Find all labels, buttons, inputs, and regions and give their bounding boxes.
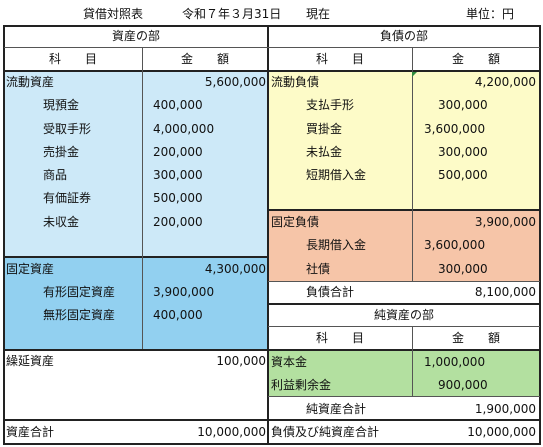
liability-item-name: 買掛金	[306, 122, 343, 136]
liability-item-amount: 300,000	[438, 262, 488, 276]
assets-section-title: 資産の部	[111, 29, 160, 43]
liabilities-section-title: 負債の部	[379, 29, 428, 43]
deferred-assets-label: 繰延資産	[6, 354, 55, 368]
assets-col-amount: 金 額	[180, 52, 229, 66]
current-liabilities-label: 流動負債	[271, 75, 320, 89]
asset-item-amount: 400,000	[153, 308, 203, 322]
assets-col-item: 科 目	[48, 52, 97, 66]
cell-marker-icon	[412, 72, 417, 77]
total-net-assets-label: 純資産合計	[306, 402, 367, 416]
total-liabilities-label: 負債合計	[306, 285, 355, 299]
sheet-date: 令和７年３月31日	[182, 7, 282, 21]
liability-item-name: 短期借入金	[306, 168, 367, 182]
liability-item-name: 社債	[306, 262, 331, 276]
net-assets-col-amount: 金 額	[451, 331, 500, 345]
asset-item-name: 有価証券	[43, 191, 92, 205]
fixed-assets-total: 4,300,000	[204, 262, 266, 276]
current-assets-block	[4, 72, 268, 257]
deferred-assets-total: 100,000	[216, 354, 266, 368]
sheet-as-of: 現在	[306, 7, 331, 21]
fixed-assets-block	[4, 257, 268, 349]
current-liabilities-total: 4,200,000	[474, 75, 536, 89]
asset-item-name: 無形固定資産	[43, 308, 116, 322]
liability-item-name: 長期借入金	[306, 238, 367, 252]
asset-item-amount: 400,000	[153, 98, 203, 112]
net-assets-col-item: 科 目	[315, 331, 364, 345]
unit-label: 単位：円	[466, 7, 515, 21]
fixed-assets-label: 固定資産	[6, 262, 55, 276]
equity-items-block	[268, 350, 540, 396]
liability-item-amount: 500,000	[438, 168, 488, 182]
liability-item-name: 支払手形	[306, 98, 355, 112]
current-assets-label: 流動資産	[6, 75, 55, 89]
current-liabilities-block	[268, 72, 540, 210]
asset-item-name: 商品	[43, 168, 68, 182]
liability-item-amount: 300,000	[438, 145, 488, 159]
asset-item-amount: 4,000,000	[153, 122, 215, 136]
total-liabilities-value: 8,100,000	[474, 285, 536, 299]
asset-item-name: 有形固定資産	[43, 285, 116, 299]
total-assets-label: 資産合計	[6, 425, 55, 439]
fixed-liabilities-block	[268, 210, 540, 281]
liabilities-col-item: 科 目	[315, 52, 364, 66]
liability-item-name: 未払金	[306, 145, 343, 159]
liability-item-amount: 3,600,000	[424, 238, 486, 252]
net-assets-section-title: 純資産の部	[373, 308, 434, 322]
asset-item-amount: 200,000	[153, 215, 203, 229]
equity-item-amount: 1,000,000	[424, 355, 486, 369]
asset-item-amount: 200,000	[153, 145, 203, 159]
equity-item-name: 利益剰余金	[271, 378, 332, 392]
fixed-liabilities-total: 3,900,000	[474, 215, 536, 229]
total-net-assets-value: 1,900,000	[474, 402, 536, 416]
fixed-liabilities-label: 固定負債	[271, 215, 320, 229]
total-liabilities-and-net-assets-value: 10,000,000	[467, 425, 536, 439]
asset-item-name: 現預金	[43, 98, 80, 112]
asset-item-amount: 300,000	[153, 168, 203, 182]
equity-item-name: 資本金	[271, 355, 308, 369]
asset-item-amount: 500,000	[153, 191, 203, 205]
total-liabilities-and-net-assets-label: 負債及び純資産合計	[271, 425, 380, 439]
liabilities-col-amount: 金 額	[451, 52, 500, 66]
asset-item-amount: 3,900,000	[153, 285, 215, 299]
current-assets-total: 5,600,000	[204, 75, 266, 89]
equity-item-amount: 900,000	[438, 378, 488, 392]
asset-item-name: 売掛金	[43, 145, 80, 159]
asset-item-name: 受取手形	[43, 122, 92, 136]
sheet-title: 貸借対照表	[83, 7, 144, 21]
liability-item-amount: 3,600,000	[424, 122, 486, 136]
total-assets-value: 10,000,000	[197, 425, 266, 439]
liability-item-amount: 300,000	[438, 98, 488, 112]
asset-item-name: 未収金	[43, 215, 80, 229]
